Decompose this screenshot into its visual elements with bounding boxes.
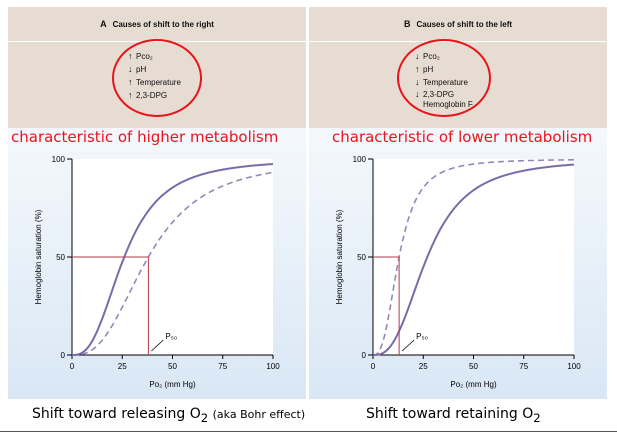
panel-a-letter: A xyxy=(100,19,107,29)
y-tick-label: 0 xyxy=(61,351,66,360)
x-axis-label: Po₂ (mm Hg) xyxy=(450,380,497,389)
panel-a-title: Causes of shift to the right xyxy=(112,20,214,29)
chart-a: 0 50 100 0 25 50 75 100 Po₂ (mm Hg) Hemoglobin sa… xyxy=(34,155,280,389)
bottom-rule xyxy=(0,431,617,432)
panel-b-title: Causes of shift to the left xyxy=(416,20,513,29)
x-tick-label: 100 xyxy=(266,362,280,371)
x-tick-label: 75 xyxy=(519,362,528,371)
chart-b: 0 50 100 0 25 50 75 100 Po₂ (mm Hg) Hemoglobin sa… xyxy=(335,155,581,389)
caption-left: Shift toward releasing O2 (aka Bohr effe… xyxy=(32,406,305,425)
panel-b-letter: B xyxy=(403,19,411,29)
x-tick-label: 100 xyxy=(567,362,581,371)
y-tick-label: 50 xyxy=(56,253,65,262)
y-axis-label: Hemoglobin saturation (%) xyxy=(335,209,344,304)
y-tick-label: 50 xyxy=(357,253,366,262)
x-axis-label: Po₂ (mm Hg) xyxy=(149,380,196,389)
y-tick-label: 100 xyxy=(353,155,367,164)
curve-shifted-right xyxy=(72,171,274,356)
x-tick-label: 25 xyxy=(419,362,428,371)
highlight-circle xyxy=(112,39,202,117)
y-tick-label: 0 xyxy=(362,351,367,360)
x-tick-label: 50 xyxy=(469,362,478,371)
curve-normal xyxy=(373,163,574,356)
panel-b-annotation: characteristic of lower metabolism xyxy=(332,128,593,146)
plot-area xyxy=(373,159,574,355)
caption-left-note: (aka Bohr effect) xyxy=(212,408,306,421)
x-tick-label: 50 xyxy=(168,362,177,371)
caption-right: Shift toward retaining O2 xyxy=(366,406,541,425)
caption-left-sub: 2 xyxy=(200,410,209,425)
caption-left-text: Shift toward releasing O xyxy=(32,406,201,422)
x-tick-label: 75 xyxy=(218,362,227,371)
highlight-circle xyxy=(397,39,491,117)
panel-shift-left: B Causes of shift to the left ↓ Pco₂ ↑ pH ↓… xyxy=(309,7,607,399)
p50-label: P₅₀ xyxy=(165,332,177,341)
x-tick-label: 0 xyxy=(371,362,376,371)
x-tick-label: 25 xyxy=(118,362,127,371)
x-tick-label: 0 xyxy=(70,362,75,371)
y-tick-label: 100 xyxy=(52,155,66,164)
panel-a-header: A Causes of shift to the right xyxy=(8,7,306,42)
p50-pointer xyxy=(401,339,415,352)
curve-normal xyxy=(72,163,274,356)
caption-right-text: Shift toward retaining O xyxy=(366,406,534,422)
p50-pointer xyxy=(151,339,164,352)
panel-b-causes: ↓ Pco₂ ↑ pH ↓ Temperature ↓ 2,3-DPG Hemoglob… xyxy=(309,39,607,128)
panel-b-header: B Causes of shift to the left xyxy=(309,7,607,42)
p50-label: P₅₀ xyxy=(416,332,428,341)
y-axis-label: Hemoglobin saturation (%) xyxy=(34,209,43,304)
panel-shift-right: A Causes of shift to the right ↑ Pco₂ ↓ pH … xyxy=(8,7,306,399)
panel-a-causes: ↑ Pco₂ ↓ pH ↑ Temperature ↑ 2,3-DPG xyxy=(8,39,306,128)
panel-a-annotation: characteristic of higher metabolism xyxy=(11,128,279,146)
caption-right-sub: 2 xyxy=(533,410,541,425)
curve-shifted-left xyxy=(373,159,574,356)
